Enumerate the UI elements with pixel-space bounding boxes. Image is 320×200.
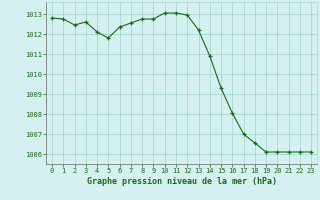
X-axis label: Graphe pression niveau de la mer (hPa): Graphe pression niveau de la mer (hPa) xyxy=(87,177,276,186)
